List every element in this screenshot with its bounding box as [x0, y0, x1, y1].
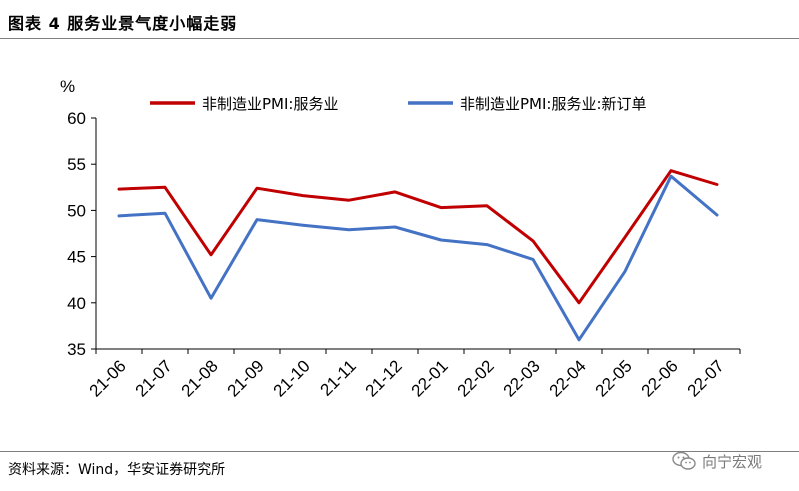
- x-tick-label: 22-02: [454, 356, 498, 400]
- y-tick-label: 40: [67, 294, 86, 313]
- bottom-divider: [0, 451, 799, 452]
- legend-label-1: 非制造业PMI:服务业: [202, 95, 338, 113]
- wechat-icon: [672, 451, 696, 470]
- x-tick-label: 21-12: [362, 356, 406, 400]
- y-axis-unit: %: [60, 77, 75, 96]
- watermark: 向宁宏观: [672, 449, 762, 473]
- y-tick-label: 50: [67, 201, 86, 220]
- x-tick-label: 21-09: [224, 356, 268, 400]
- x-tick-label: 21-11: [317, 356, 360, 399]
- watermark-text: 向宁宏观: [702, 452, 763, 471]
- y-tick-label: 35: [67, 340, 86, 359]
- y-tick-label: 55: [67, 155, 86, 174]
- x-tick-label: 21-10: [270, 356, 314, 400]
- source-note: 资料来源：Wind，华安证券研究所: [8, 462, 226, 478]
- chart-legend: 非制造业PMI:服务业 非制造业PMI:服务业:新订单: [150, 95, 647, 113]
- x-tick-label: 22-01: [408, 356, 452, 400]
- x-tick-label: 22-03: [500, 356, 544, 400]
- series-line-2: [117, 174, 719, 342]
- x-tick-label: 22-07: [684, 356, 728, 400]
- series-line-1: [117, 169, 719, 305]
- chart-series: [117, 169, 719, 342]
- y-tick-label: 45: [67, 248, 86, 267]
- legend-label-2: 非制造业PMI:服务业:新订单: [460, 95, 647, 113]
- x-tick-label: 22-04: [546, 356, 590, 400]
- y-tick-label: 60: [67, 109, 86, 128]
- top-divider: [0, 38, 799, 39]
- x-tick-label: 22-05: [592, 356, 636, 400]
- x-tick-label: 21-08: [178, 356, 222, 400]
- figure-title: 图表 4 服务业景气度小幅走弱: [8, 14, 238, 33]
- x-tick-label: 21-06: [86, 356, 130, 400]
- x-tick-label: 22-06: [638, 356, 682, 400]
- x-tick-label: 21-07: [132, 356, 176, 400]
